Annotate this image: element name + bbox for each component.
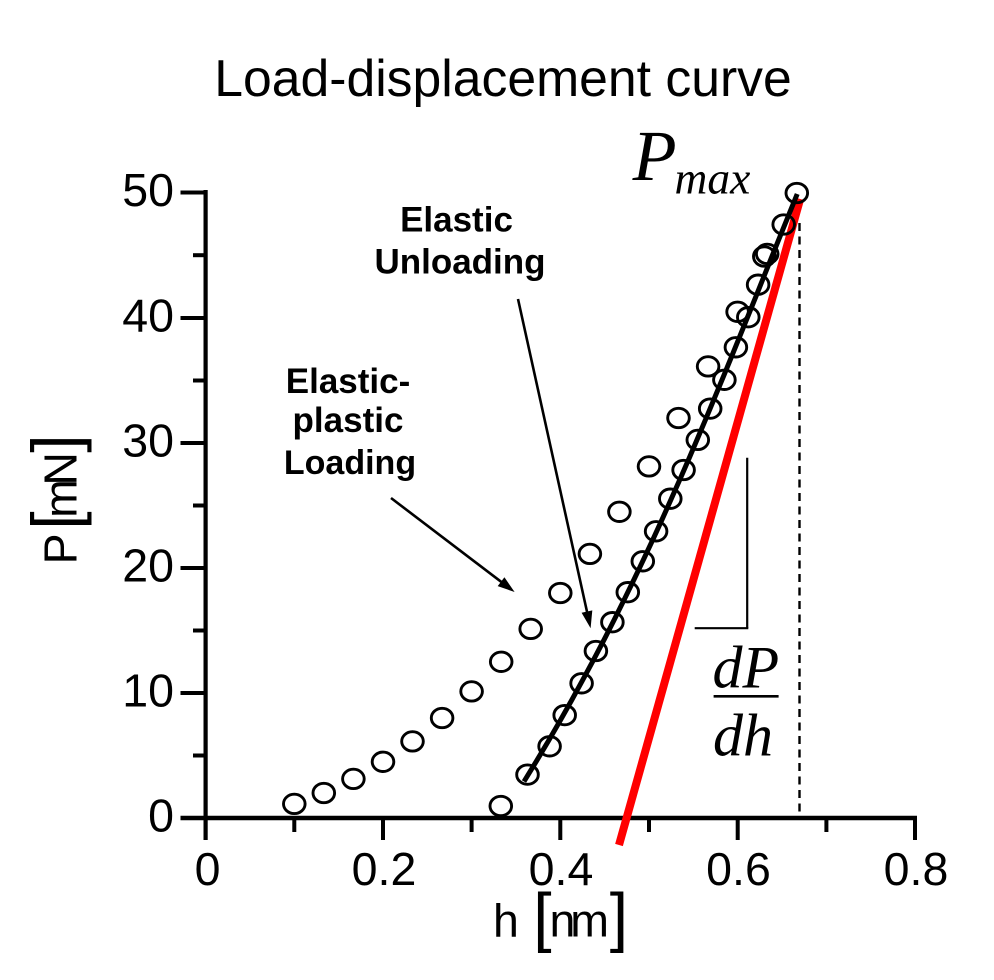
svg-text:50: 50 xyxy=(122,164,174,216)
svg-text:max: max xyxy=(675,153,751,204)
svg-text:0.6: 0.6 xyxy=(706,843,771,895)
svg-text:Load-displacement curve: Load-displacement curve xyxy=(214,49,792,107)
svg-text:n: n xyxy=(550,895,576,947)
svg-text:]: ] xyxy=(18,434,92,452)
svg-text:Elastic: Elastic xyxy=(400,201,513,240)
svg-text:0.8: 0.8 xyxy=(884,843,949,895)
svg-text:dP: dP xyxy=(713,635,780,701)
svg-text:Elastic-: Elastic- xyxy=(286,362,411,401)
svg-text:Loading: Loading xyxy=(284,444,416,482)
svg-text:h: h xyxy=(493,895,519,947)
svg-text:0: 0 xyxy=(195,843,221,895)
svg-text:0: 0 xyxy=(148,790,174,842)
svg-text:]: ] xyxy=(610,880,628,954)
svg-text:20: 20 xyxy=(122,540,174,592)
svg-text:[: [ xyxy=(533,880,551,954)
svg-text:Unloading: Unloading xyxy=(374,243,545,282)
svg-text:30: 30 xyxy=(122,415,174,467)
svg-text:10: 10 xyxy=(122,665,174,717)
svg-text:40: 40 xyxy=(122,290,174,342)
svg-text:P: P xyxy=(35,533,87,564)
svg-text:0.4: 0.4 xyxy=(529,843,594,895)
svg-text:0.2: 0.2 xyxy=(352,843,417,895)
svg-text:m: m xyxy=(35,479,87,518)
svg-text:m: m xyxy=(570,895,609,947)
svg-text:P: P xyxy=(632,116,677,196)
svg-text:dh: dh xyxy=(713,703,773,769)
svg-text:N: N xyxy=(35,452,87,486)
svg-text:[: [ xyxy=(18,511,92,529)
svg-text:plastic: plastic xyxy=(293,401,404,440)
